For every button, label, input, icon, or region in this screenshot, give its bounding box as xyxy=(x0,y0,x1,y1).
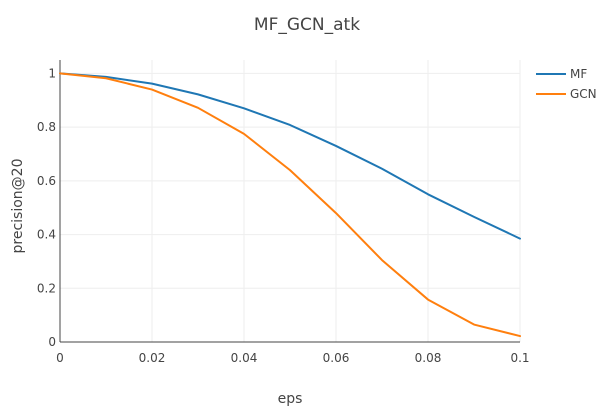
x-tick-label: 0 xyxy=(56,351,64,365)
series-line-mf xyxy=(59,72,521,240)
legend: MF GCN xyxy=(536,67,597,101)
x-tick-label: 0.02 xyxy=(139,351,166,365)
y-tick-label: 1 xyxy=(48,66,56,80)
y-tick-label: 0.2 xyxy=(37,281,56,295)
chart-title: MF_GCN_atk xyxy=(254,15,360,35)
axes xyxy=(59,60,520,343)
series-layer xyxy=(59,72,521,338)
tick-labels: 0 0.02 0.04 0.06 0.08 0.1 0 0.2 0.4 0.6 0.8 1 xyxy=(37,66,530,365)
x-tick-label: 0.08 xyxy=(415,351,442,365)
y-tick-label: 0 xyxy=(48,335,56,349)
y-tick-label: 0.8 xyxy=(37,120,56,134)
x-tick-label: 0.04 xyxy=(231,351,258,365)
legend-label-gcn: GCN xyxy=(570,87,597,101)
x-tick-label: 0.1 xyxy=(510,351,529,365)
x-tick-label: 0.06 xyxy=(323,351,350,365)
y-tick-label: 0.4 xyxy=(37,228,56,242)
x-axis-label: eps xyxy=(278,391,303,407)
y-axis-label: precision@20 xyxy=(10,159,26,254)
legend-label-mf: MF xyxy=(570,67,587,81)
series-line-gcn xyxy=(59,72,521,338)
y-tick-label: 0.6 xyxy=(37,174,56,188)
grid-lines xyxy=(60,60,521,342)
